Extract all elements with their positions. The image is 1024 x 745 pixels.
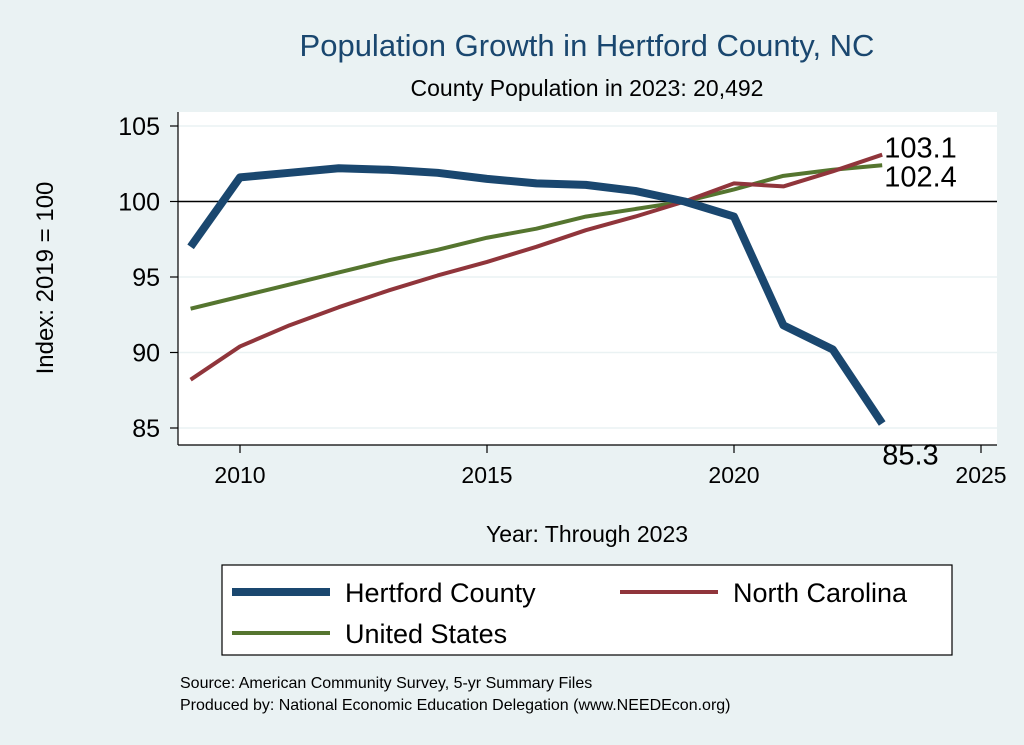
y-tick-label: 100 xyxy=(118,189,160,217)
y-axis-label: Index: 2019 = 100 xyxy=(32,182,59,375)
chart-title: Population Growth in Hertford County, NC xyxy=(300,28,875,63)
end-label: 85.3 xyxy=(882,439,938,471)
legend-label: United States xyxy=(345,619,507,649)
y-tick-label: 95 xyxy=(132,264,160,292)
end-label: 103.1 xyxy=(884,133,957,165)
series-line-hertford-county xyxy=(187,164,886,426)
legend-label: North Carolina xyxy=(733,578,908,608)
y-tick-label: 85 xyxy=(132,415,160,443)
legend-label: Hertford County xyxy=(345,578,536,608)
y-tick-label: 105 xyxy=(118,113,160,141)
chart-subtitle: County Population in 2023: 20,492 xyxy=(411,75,764,101)
y-tick-label: 90 xyxy=(132,340,160,368)
legend-box xyxy=(221,564,953,656)
x-tick-label: 2015 xyxy=(461,462,512,488)
x-tick-label: 2025 xyxy=(955,462,1006,488)
x-tick-label: 2010 xyxy=(214,462,265,488)
source-note: Source: American Community Survey, 5-yr … xyxy=(180,675,592,692)
x-axis-label: Year: Through 2023 xyxy=(486,521,688,547)
series-line-united-states xyxy=(190,163,883,311)
producer-note: Produced by: National Economic Education… xyxy=(180,697,731,714)
plot-region xyxy=(178,112,997,445)
x-tick-label: 2020 xyxy=(708,462,759,488)
series-line-north-carolina xyxy=(189,152,883,382)
end-label: 102.4 xyxy=(884,161,957,193)
